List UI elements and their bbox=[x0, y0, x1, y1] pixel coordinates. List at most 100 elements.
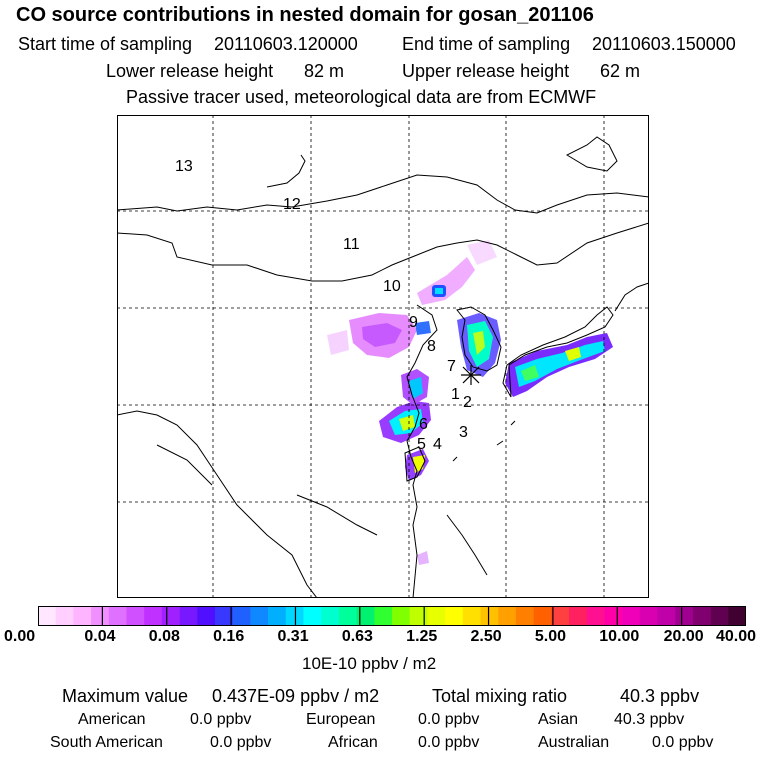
american-value: 0.0 ppbv bbox=[190, 711, 252, 728]
start-time-value: 20110603.120000 bbox=[214, 34, 358, 54]
total-mixing-label: Total mixing ratio bbox=[432, 686, 568, 706]
traj-label: 3 bbox=[459, 424, 468, 441]
australian-value: 0.0 ppbv bbox=[652, 734, 714, 751]
colorbar-cell bbox=[126, 606, 145, 626]
colorbar-cell bbox=[392, 606, 410, 626]
colorbar-cell bbox=[498, 606, 517, 626]
colorbar-cell bbox=[675, 606, 694, 626]
plume-faint-1 bbox=[327, 330, 349, 355]
colorbar-cell bbox=[515, 606, 534, 626]
european-label: European bbox=[306, 711, 376, 728]
colorbar-cell bbox=[374, 606, 393, 626]
plume-layer bbox=[327, 240, 613, 565]
colorbar-cell bbox=[285, 606, 304, 626]
colorbar-tick-label: 0.63 bbox=[341, 628, 373, 645]
colorbar-cell bbox=[409, 606, 428, 626]
lower-release-value: 82 m bbox=[304, 61, 345, 81]
colorbar-cell bbox=[533, 606, 552, 626]
colorbar-cell bbox=[55, 606, 74, 626]
colorbar-cell bbox=[197, 606, 216, 626]
african-label: African bbox=[328, 734, 378, 751]
asian-value: 40.3 ppbv bbox=[614, 711, 685, 728]
map-panel: 13 12 11 10 9 8 7 1 2 3 4 5 6 bbox=[117, 115, 649, 598]
receptor-star-icon bbox=[461, 365, 481, 385]
traj-label: 6 bbox=[419, 416, 428, 433]
colorbar-tick-label: 2.50 bbox=[470, 628, 502, 645]
colorbar bbox=[38, 606, 746, 626]
subtitle: Passive tracer used, meteorological data… bbox=[126, 87, 597, 107]
traj-label: 2 bbox=[463, 394, 472, 411]
colorbar-cell bbox=[303, 606, 322, 626]
colorbar-cell bbox=[179, 606, 198, 626]
traj-label: 5 bbox=[417, 436, 426, 453]
colorbar-cell bbox=[232, 606, 251, 626]
traj-label: 7 bbox=[447, 358, 456, 375]
plume-beijing bbox=[417, 257, 475, 305]
colorbar-cell bbox=[692, 606, 711, 626]
colorbar-cell bbox=[604, 606, 623, 626]
end-time-label: End time of sampling bbox=[402, 34, 571, 54]
south-american-value: 0.0 ppbv bbox=[210, 734, 272, 751]
colorbar-tick-label: 1.25 bbox=[406, 628, 438, 645]
colorbar-tick-label: 10.00 bbox=[599, 628, 640, 645]
upper-release-label: Upper release height bbox=[402, 61, 570, 81]
traj-label: 11 bbox=[343, 236, 360, 253]
asian-label: Asian bbox=[538, 711, 579, 728]
colorbar-cell bbox=[356, 606, 375, 626]
plume-faint-3 bbox=[417, 551, 429, 565]
colorbar-cell bbox=[657, 606, 676, 626]
colorbar-cell bbox=[586, 606, 605, 626]
african-value: 0.0 ppbv bbox=[418, 734, 480, 751]
traj-label: 9 bbox=[409, 314, 418, 331]
colorbar-cell bbox=[622, 606, 641, 626]
colorbar-cell bbox=[480, 606, 499, 626]
end-time-value: 20110603.150000 bbox=[592, 34, 736, 54]
total-mixing-value: 40.3 ppbv bbox=[620, 686, 700, 706]
colorbar-cell bbox=[38, 606, 56, 626]
colorbar-tick-label: 0.31 bbox=[277, 628, 309, 645]
max-value-label: Maximum value bbox=[62, 686, 189, 706]
colorbar-tick-label: 0.08 bbox=[148, 628, 180, 645]
colorbar-cell bbox=[551, 606, 570, 626]
colorbar-cell bbox=[108, 606, 127, 626]
colorbar-cell bbox=[161, 606, 180, 626]
colorbar-tick-label: 0.16 bbox=[213, 628, 245, 645]
colorbar-cell bbox=[91, 606, 110, 626]
american-label: American bbox=[78, 711, 146, 728]
colorbar-cell bbox=[321, 606, 340, 626]
colorbar-tick-label: 20.00 bbox=[663, 628, 704, 645]
colorbar-cell bbox=[338, 606, 357, 626]
colorbar-tick-label: 0.04 bbox=[84, 628, 116, 645]
south-american-label: South American bbox=[50, 734, 163, 751]
colorbar-tick-label: 5.00 bbox=[534, 628, 567, 645]
colorbar-tick-label: 0.00 bbox=[4, 628, 36, 645]
colorbar-cell bbox=[73, 606, 92, 626]
max-value: 0.437E-09 ppbv / m2 bbox=[212, 686, 380, 706]
upper-release-value: 62 m bbox=[600, 61, 641, 81]
plume-faint-2 bbox=[467, 240, 497, 265]
european-value: 0.0 ppbv bbox=[418, 711, 480, 728]
colorbar-cell bbox=[710, 606, 729, 626]
colorbar-cell bbox=[250, 606, 269, 626]
colorbar-cell bbox=[215, 606, 233, 626]
traj-label: 1 bbox=[451, 386, 460, 403]
traj-label: 10 bbox=[383, 278, 401, 295]
colorbar-units: 10E-10 ppbv / m2 bbox=[302, 654, 437, 673]
australian-label: Australian bbox=[538, 734, 610, 751]
colorbar-cell bbox=[569, 606, 587, 626]
colorbar-cell bbox=[445, 606, 464, 626]
traj-label: 12 bbox=[283, 196, 301, 213]
colorbar-tick-label: 40.00 bbox=[716, 628, 757, 645]
colorbar-cell bbox=[427, 606, 446, 626]
plot-title: CO source contributions in nested domain… bbox=[16, 4, 594, 26]
colorbar-cell bbox=[639, 606, 658, 626]
traj-label: 4 bbox=[433, 436, 442, 453]
lower-release-label: Lower release height bbox=[106, 61, 274, 81]
colorbar-cell bbox=[144, 606, 163, 626]
start-time-label: Start time of sampling bbox=[18, 34, 193, 54]
coastline-layer bbox=[117, 136, 649, 598]
colorbar-cell bbox=[728, 606, 746, 626]
traj-label: 13 bbox=[175, 158, 193, 175]
plume-north-china-inner bbox=[362, 323, 402, 347]
colorbar-cell bbox=[268, 606, 287, 626]
